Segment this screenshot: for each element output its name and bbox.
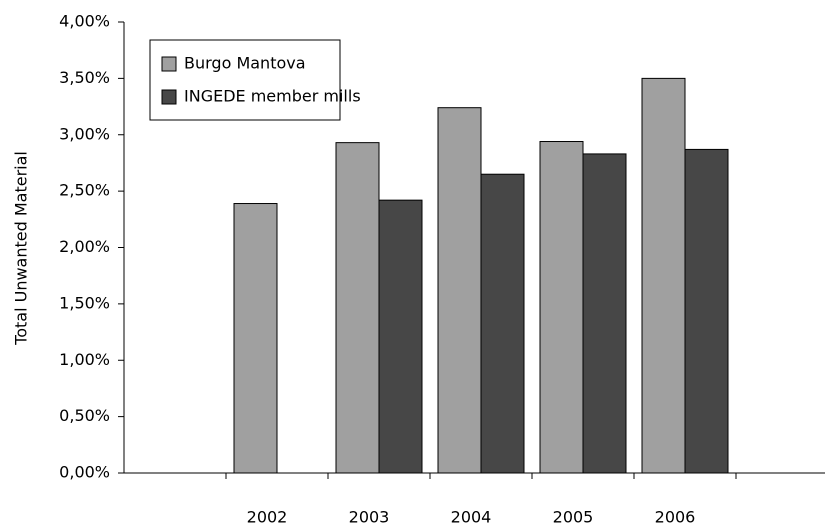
bar [437,107,482,474]
bar [480,173,525,474]
x-tick-label: 2004 [451,508,492,527]
y-tick-label: 3,50% [59,68,110,87]
legend-swatch [161,56,177,72]
y-axis-label: Total Unwanted Material [12,151,31,346]
y-tick-label: 1,50% [59,293,110,312]
bar [641,77,686,474]
legend-label: Burgo Mantova [184,54,306,73]
y-tick-label: 2,50% [59,181,110,200]
bar [335,142,380,474]
bar [582,153,627,474]
y-tick-label: 0,50% [59,406,110,425]
x-tick-label: 2002 [247,508,288,527]
y-tick-label: 3,00% [59,124,110,143]
bar [378,199,423,474]
x-tick-label: 2003 [349,508,390,527]
x-tick-label: 2005 [553,508,594,527]
y-tick-label: 2,00% [59,237,110,256]
legend-swatch [161,89,177,105]
y-tick-label: 0,00% [59,463,110,482]
bar [233,203,278,474]
legend-box [149,39,341,121]
bar [684,148,729,474]
legend-label: INGEDE member mills [184,87,361,106]
y-tick-label: 4,00% [59,12,110,31]
x-tick-label: 2006 [655,508,696,527]
bar [539,141,584,474]
y-tick-label: 1,00% [59,350,110,369]
